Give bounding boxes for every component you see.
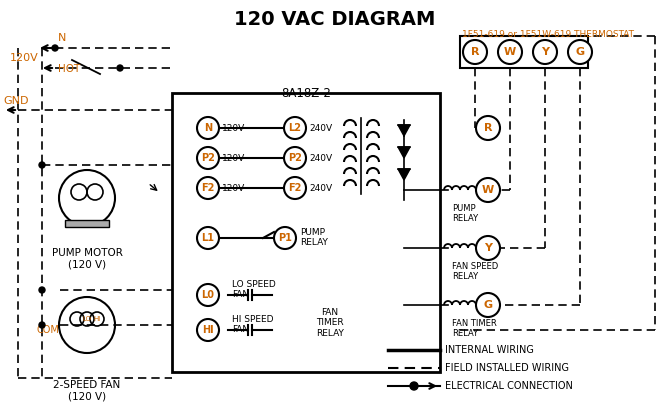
Circle shape: [39, 322, 45, 328]
Text: GND: GND: [3, 96, 29, 106]
Text: F2: F2: [201, 183, 214, 193]
Text: ELECTRICAL CONNECTION: ELECTRICAL CONNECTION: [445, 381, 573, 391]
Text: P1: P1: [278, 233, 292, 243]
Text: LO SPEED
FAN: LO SPEED FAN: [232, 280, 276, 300]
Text: 120V: 120V: [222, 124, 245, 132]
Circle shape: [476, 116, 500, 140]
Circle shape: [197, 284, 219, 306]
Text: 240V: 240V: [309, 153, 332, 163]
Text: FAN TIMER
RELAY: FAN TIMER RELAY: [452, 319, 496, 339]
Polygon shape: [398, 169, 410, 180]
Text: N: N: [58, 33, 66, 43]
Circle shape: [568, 40, 592, 64]
Circle shape: [197, 177, 219, 199]
Circle shape: [284, 117, 306, 139]
Polygon shape: [398, 147, 410, 158]
Text: Y: Y: [484, 243, 492, 253]
Text: G: G: [576, 47, 584, 57]
Text: P2: P2: [288, 153, 302, 163]
Circle shape: [463, 40, 487, 64]
Text: F2: F2: [288, 183, 302, 193]
Text: HOT: HOT: [58, 64, 80, 74]
Text: G: G: [484, 300, 492, 310]
Text: 8A18Z-2: 8A18Z-2: [281, 87, 331, 100]
Text: FAN SPEED
RELAY: FAN SPEED RELAY: [452, 262, 498, 282]
Circle shape: [476, 293, 500, 317]
Circle shape: [52, 45, 58, 51]
Circle shape: [284, 177, 306, 199]
Text: FAN
TIMER
RELAY: FAN TIMER RELAY: [316, 308, 344, 338]
Text: PUMP
RELAY: PUMP RELAY: [452, 204, 478, 223]
Text: 120V: 120V: [222, 184, 245, 192]
Text: 120V: 120V: [10, 53, 39, 63]
Text: INTERNAL WIRING: INTERNAL WIRING: [445, 345, 534, 355]
Circle shape: [39, 162, 45, 168]
Text: L0: L0: [202, 290, 214, 300]
Text: R: R: [471, 47, 479, 57]
Text: HI: HI: [93, 316, 100, 322]
Circle shape: [476, 236, 500, 260]
Circle shape: [39, 287, 45, 293]
Text: FIELD INSTALLED WIRING: FIELD INSTALLED WIRING: [445, 363, 569, 373]
Circle shape: [197, 147, 219, 169]
Text: W: W: [482, 185, 494, 195]
Text: Y: Y: [541, 47, 549, 57]
Text: HI: HI: [202, 325, 214, 335]
Text: 1F51-619 or 1F51W-619 THERMOSTAT: 1F51-619 or 1F51W-619 THERMOSTAT: [462, 30, 634, 39]
Text: PUMP MOTOR
(120 V): PUMP MOTOR (120 V): [52, 248, 123, 269]
Circle shape: [117, 65, 123, 71]
Circle shape: [197, 319, 219, 341]
Circle shape: [284, 147, 306, 169]
Polygon shape: [398, 125, 410, 136]
Text: 2-SPEED FAN
(120 V): 2-SPEED FAN (120 V): [54, 380, 121, 401]
Text: 120 VAC DIAGRAM: 120 VAC DIAGRAM: [234, 10, 436, 29]
Text: L1: L1: [202, 233, 214, 243]
Bar: [65, 220, 109, 227]
Text: 240V: 240V: [309, 184, 332, 192]
Text: R: R: [484, 123, 492, 133]
Text: PUMP
RELAY: PUMP RELAY: [300, 228, 328, 247]
Text: 240V: 240V: [309, 124, 332, 132]
Circle shape: [476, 178, 500, 202]
Text: W: W: [504, 47, 516, 57]
Circle shape: [498, 40, 522, 64]
Text: P2: P2: [201, 153, 215, 163]
Bar: [172, 93, 440, 372]
Circle shape: [197, 117, 219, 139]
Text: COM: COM: [36, 325, 59, 335]
Circle shape: [410, 382, 418, 390]
Text: N: N: [204, 123, 212, 133]
Text: LO: LO: [82, 316, 92, 322]
Text: 120V: 120V: [222, 153, 245, 163]
Text: HI SPEED
FAN: HI SPEED FAN: [232, 315, 273, 334]
Circle shape: [274, 227, 296, 249]
Circle shape: [533, 40, 557, 64]
Bar: [460, 36, 588, 68]
Circle shape: [197, 227, 219, 249]
Text: L2: L2: [289, 123, 302, 133]
